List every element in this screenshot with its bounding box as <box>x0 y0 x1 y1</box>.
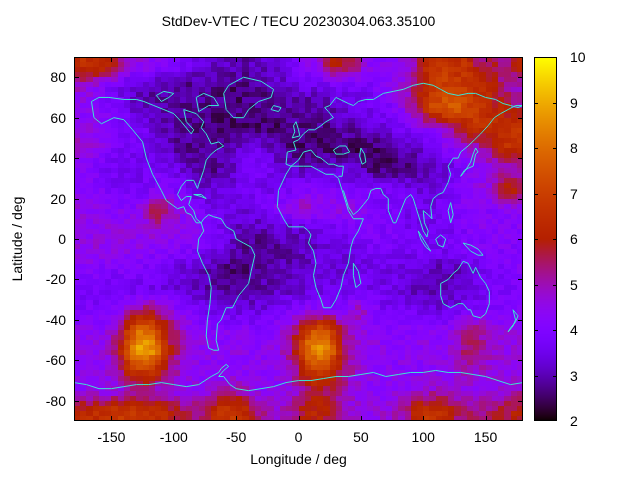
y-axis-title: Latitude / deg <box>9 196 25 282</box>
y-tick-label: -20 <box>45 271 66 288</box>
x-tick-label: 0 <box>294 429 303 445</box>
y-tick-label: 0 <box>58 231 66 247</box>
colorbar-canvas <box>534 57 557 421</box>
colorbar-tick-label: 7 <box>570 185 578 202</box>
colorbar-tick-label: 4 <box>570 322 578 338</box>
y-tick-label: -60 <box>45 352 66 369</box>
colorbar-tick-label: 2 <box>570 413 578 429</box>
y-tick-label: 20 <box>50 190 66 207</box>
x-tick-label: -50 <box>226 429 247 445</box>
colorbar-tick-label: 3 <box>570 367 578 384</box>
colorbar-tick-label: 5 <box>570 276 578 293</box>
y-tick-label: 40 <box>50 150 66 167</box>
colorbar-tick-label: 10 <box>570 49 586 65</box>
x-tick-label: -100 <box>159 429 188 445</box>
colorbar-tick-label: 9 <box>570 94 578 111</box>
colorbar-tick-label: 6 <box>570 231 578 247</box>
x-tick-label: 100 <box>411 429 435 445</box>
heatmap-canvas <box>74 57 523 421</box>
y-tick-label: -80 <box>45 392 66 409</box>
x-tick-label: 150 <box>473 429 498 445</box>
y-tick-label: 80 <box>50 69 66 86</box>
chart-title: StdDev-VTEC / TECU 20230304.063.35100 <box>161 13 436 29</box>
y-tick-label: -40 <box>45 311 66 328</box>
x-tick-label: 50 <box>353 429 369 445</box>
x-axis-title: Longitude / deg <box>250 451 347 467</box>
y-tick-label: 60 <box>50 109 66 126</box>
colorbar-tick-label: 8 <box>570 140 578 156</box>
x-tick-label: -150 <box>97 429 126 445</box>
